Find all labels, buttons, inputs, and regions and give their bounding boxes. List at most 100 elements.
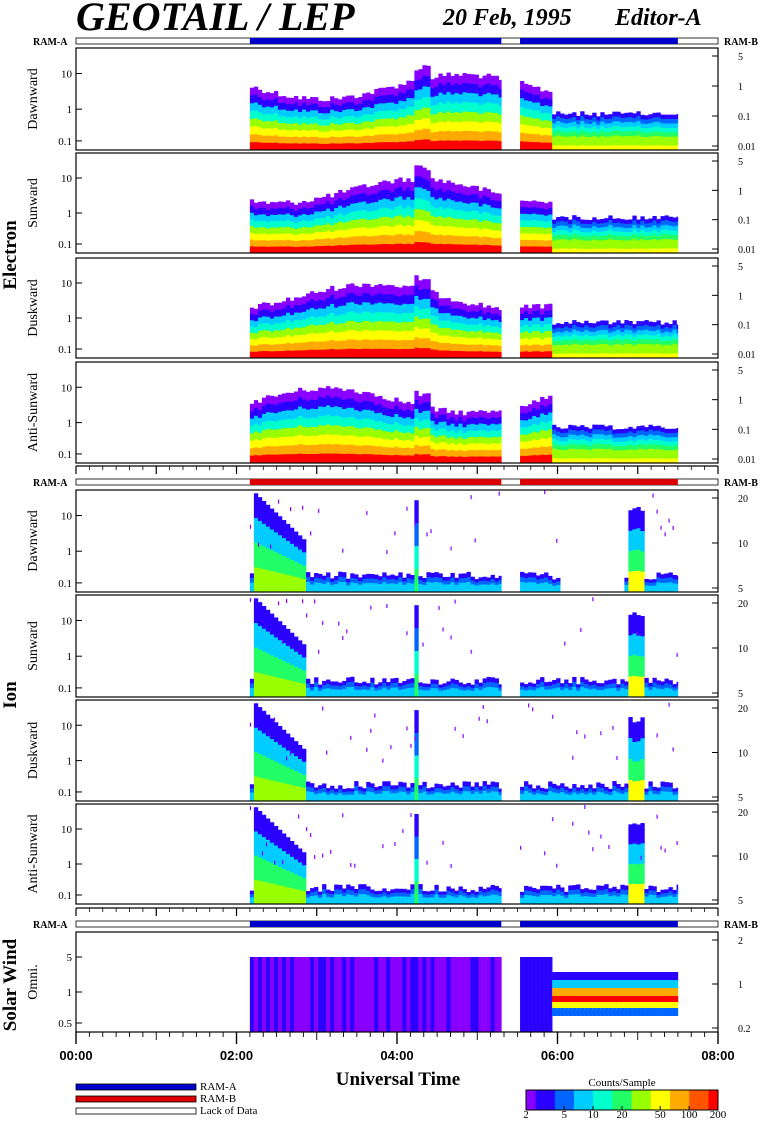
- spectrogram-cell: [520, 124, 525, 134]
- spectrogram-cell: [458, 201, 463, 211]
- spectrogram-cell: [668, 132, 673, 138]
- spectrogram-cell: [398, 305, 403, 315]
- spectrogram-cell: [572, 116, 577, 123]
- spectrogram-cell: [398, 84, 403, 93]
- spectrogram-cell: [314, 218, 319, 226]
- spectrogram-cell: [386, 796, 391, 802]
- spectrogram-cell: [640, 136, 645, 142]
- spectrogram-cell: [426, 221, 431, 233]
- spectrogram-cell: [410, 433, 415, 442]
- spectrogram-cell: [596, 458, 601, 464]
- spectrogram-cell: [576, 243, 581, 249]
- spectrogram-cell: [644, 687, 649, 693]
- spectrogram-cell: [580, 111, 585, 117]
- spectrogram-cell: [636, 449, 641, 455]
- spectrogram-cell: [281, 765, 287, 784]
- spectrogram-cell: [466, 456, 471, 464]
- spectrogram-cell: [406, 115, 411, 125]
- spectrogram-cell: [532, 683, 537, 688]
- spectrogram-cell: [346, 677, 351, 683]
- spectrogram-cell: [564, 786, 569, 791]
- spectrogram-cell: [458, 112, 463, 123]
- spectrogram-cell: [588, 445, 593, 451]
- spectrogram-cell: [648, 791, 653, 797]
- spectrogram-cell: [450, 200, 455, 210]
- spectrogram-cell: [362, 192, 367, 202]
- spectrogram-cell: [552, 332, 557, 338]
- spectrogram-cell: [370, 236, 375, 245]
- spectrogram-cell: [556, 349, 561, 354]
- spectrogram-cell: [294, 122, 299, 131]
- spectrogram-cell: [342, 797, 347, 802]
- spectrogram-cell: [253, 345, 259, 353]
- spectrogram-cell: [322, 119, 327, 126]
- spectrogram-cell: [584, 123, 589, 129]
- spectrogram-cell: [374, 193, 379, 203]
- spectrogram-cell: [338, 197, 343, 207]
- spectrogram-cell: [290, 527, 295, 545]
- spectrogram-cell: [636, 440, 641, 445]
- spectrogram-cell: [330, 425, 335, 436]
- spectrogram-cell: [584, 440, 589, 446]
- spectrogram-cell: [520, 586, 525, 593]
- spectrogram-cell: [548, 99, 553, 107]
- spectrogram-cell: [298, 744, 303, 760]
- spectrogram-cell: [520, 894, 525, 899]
- spectrogram-cell: [390, 439, 395, 448]
- spectrogram-cell: [257, 402, 263, 411]
- spectrogram-cell: [644, 136, 649, 142]
- spectrogram-cell: [406, 900, 411, 905]
- spectrogram-cell: [438, 225, 443, 235]
- spectrogram-cell: [442, 797, 447, 802]
- spectrogram-cell: [338, 205, 343, 214]
- spectrogram-cell: [556, 682, 561, 688]
- spectrogram-cell: [532, 220, 537, 228]
- spectrogram-cell: [466, 418, 471, 425]
- spectrogram-cell: [354, 401, 359, 411]
- spectrogram-cell: [350, 398, 355, 409]
- spectrogram-cell: [640, 114, 645, 120]
- spectrogram-cell: [544, 587, 549, 593]
- spectrogram-cell: [386, 439, 391, 448]
- spectrogram-cell: [322, 245, 327, 254]
- spectrogram-cell: [354, 130, 359, 138]
- spectrogram-cell: [302, 143, 307, 151]
- spectrogram-cell: [616, 329, 621, 335]
- spectrogram-cell: [273, 446, 279, 455]
- spectrogram-cell: [442, 131, 447, 142]
- spectrogram-cell: [434, 587, 439, 593]
- spectrogram-cell: [490, 574, 495, 580]
- spectrogram-cell: [478, 682, 483, 687]
- spectrogram-cell: [314, 895, 319, 901]
- spectrogram-cell: [382, 888, 387, 893]
- spectrogram-cell: [426, 687, 431, 691]
- spectrogram-cell: [588, 353, 593, 359]
- spectrogram-cell: [648, 227, 653, 232]
- spectrogram-cell: [470, 786, 475, 791]
- spectrogram-cell: [470, 344, 475, 352]
- spectrogram-cell: [494, 678, 499, 684]
- spectrogram-cell: [564, 335, 569, 341]
- spectrogram-cell: [656, 439, 661, 445]
- spectrogram-cell: [612, 335, 617, 341]
- spectrogram-cell: [520, 790, 525, 795]
- spectrogram-cell: [257, 240, 263, 247]
- spectrogram-cell: [277, 344, 283, 352]
- spectrogram-cell: [354, 888, 359, 894]
- spectrogram-cell: [334, 884, 339, 890]
- spectrogram-cell: [600, 453, 605, 459]
- spectrogram-cell: [257, 497, 263, 522]
- spectrogram-cell: [584, 426, 589, 432]
- spectrogram-cell: [672, 587, 677, 593]
- spectrogram-cell: [528, 572, 533, 578]
- spectrogram-cell: [302, 852, 307, 866]
- spectrogram-cell: [556, 125, 561, 131]
- spectrogram-cell: [494, 112, 499, 123]
- spectrogram-cell: [269, 571, 275, 593]
- spectrogram-cell: [358, 103, 363, 111]
- spectrogram-cell: [660, 243, 665, 249]
- spectrogram-cell: [564, 348, 569, 354]
- spectrogram-cell: [422, 897, 427, 902]
- spectrogram-cell: [418, 99, 423, 110]
- spectrogram-cell: [656, 236, 661, 241]
